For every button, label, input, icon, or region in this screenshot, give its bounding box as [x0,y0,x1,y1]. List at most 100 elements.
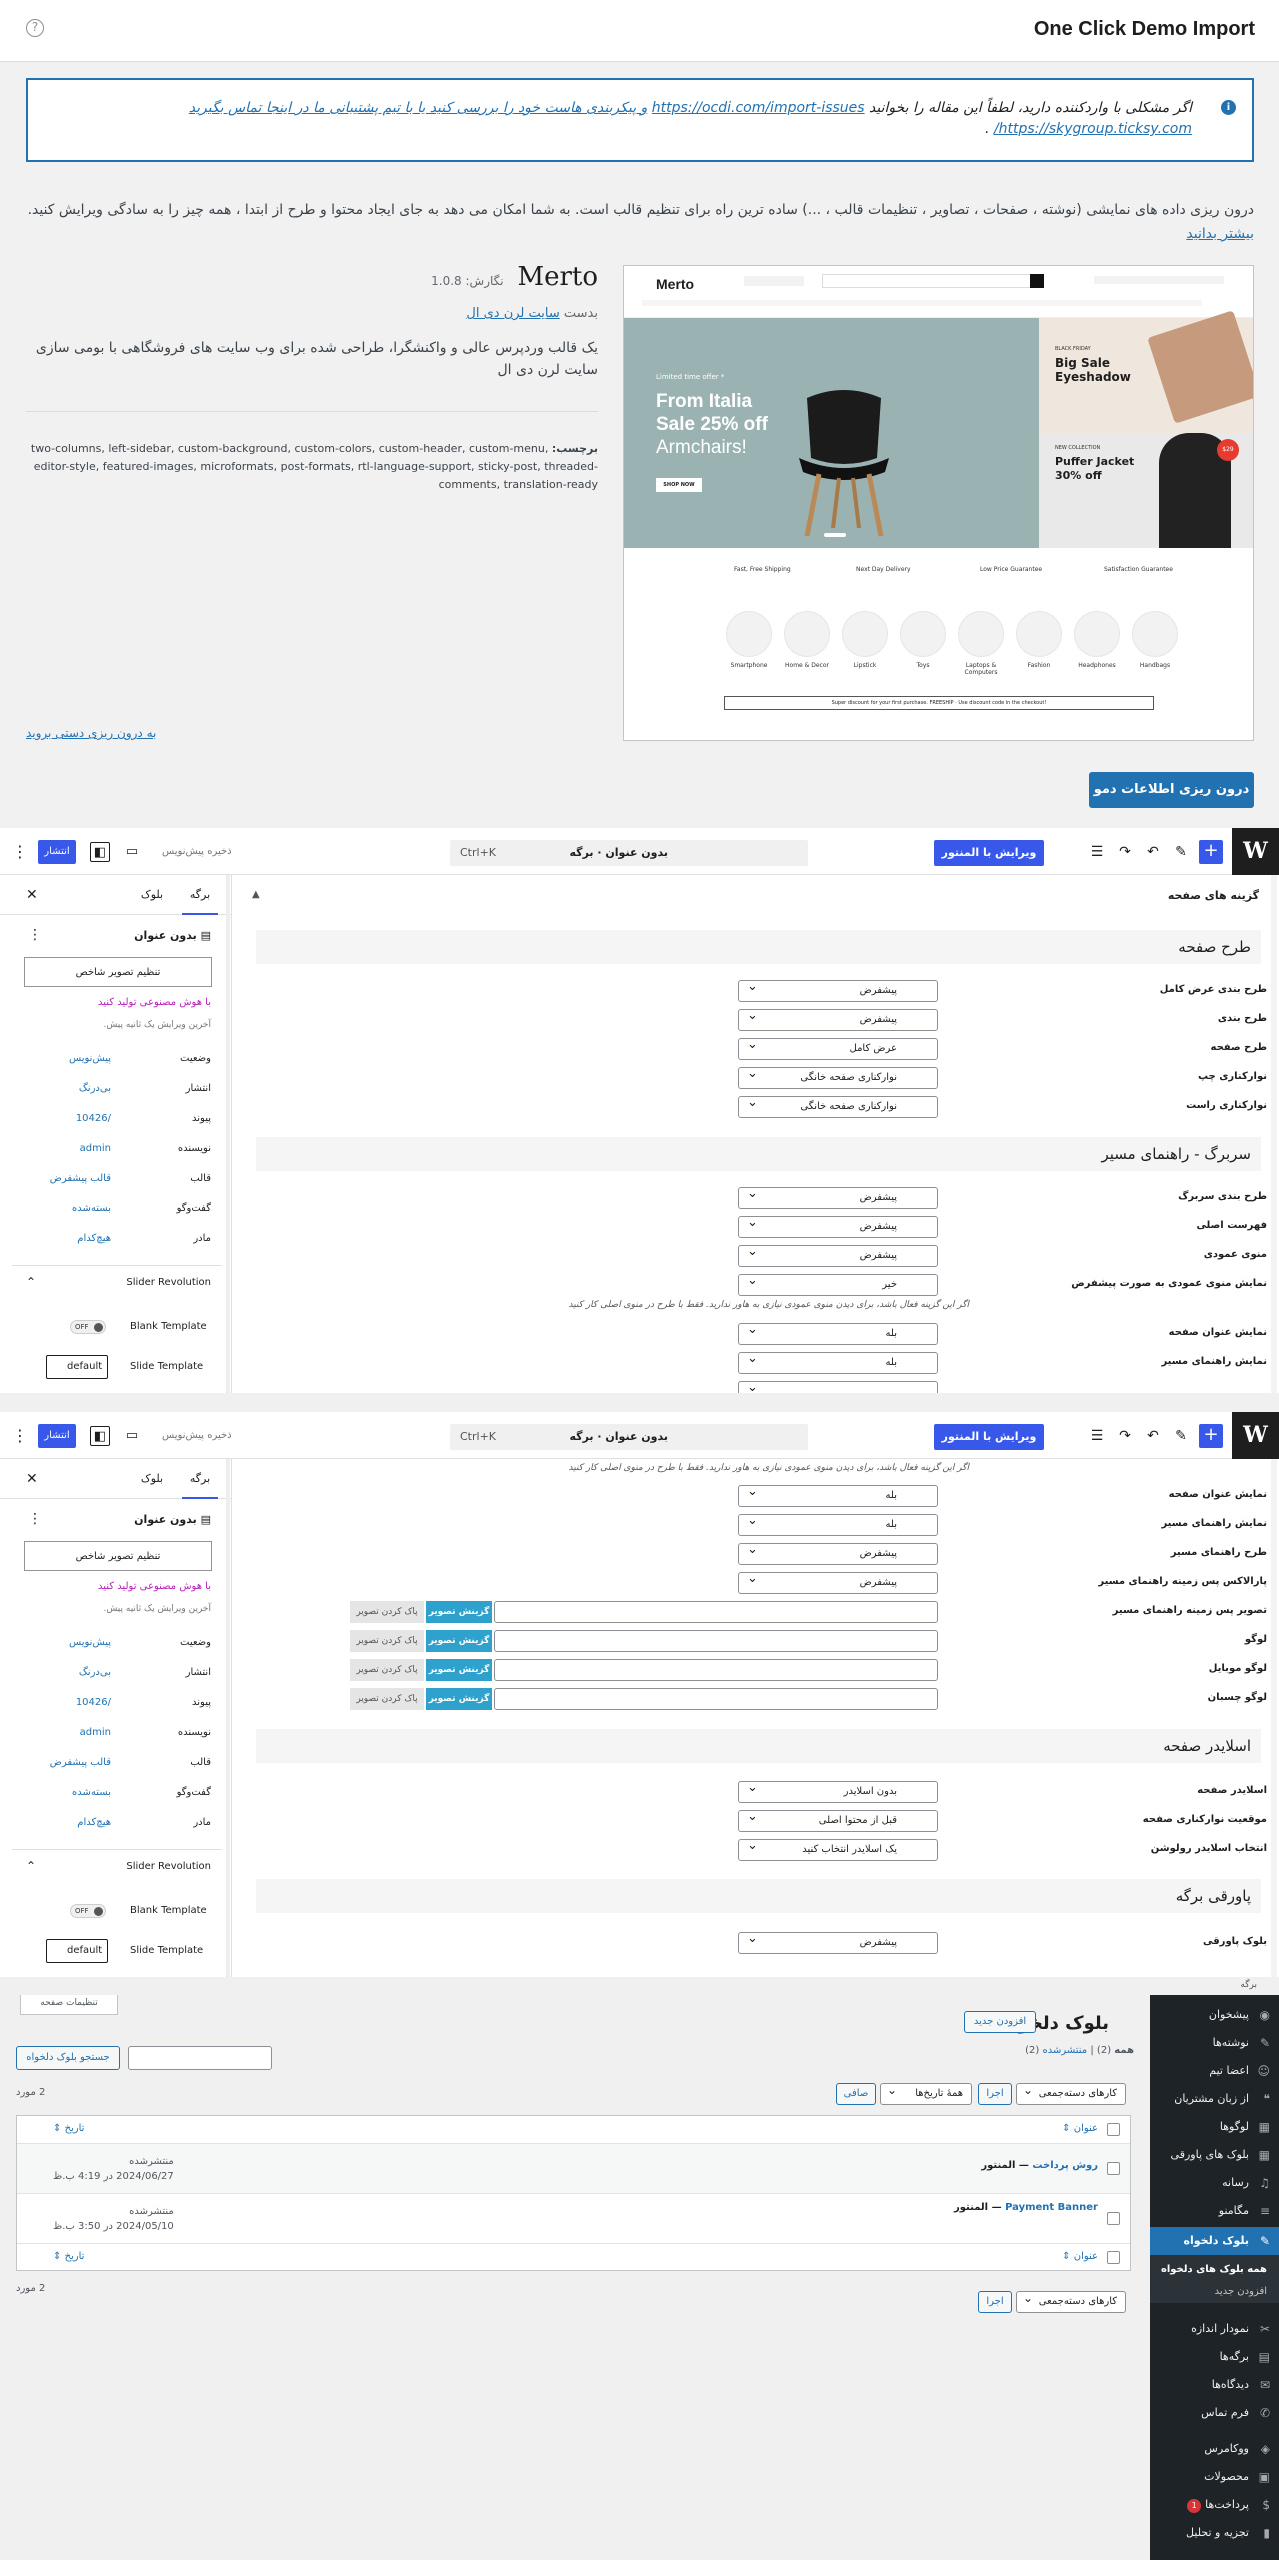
pick-image-button[interactable]: گزینش تصویر [426,1630,492,1652]
select-all-checkbox[interactable] [1107,2251,1120,2264]
layout-select[interactable]: پیشفرض [738,1006,938,1031]
submenu-add-new[interactable]: افزودن جدید [1150,2281,1279,2303]
link-row[interactable]: پیوند/10426 [75,1697,211,1708]
breadcrumb-parallax-select[interactable]: پیشفرض [738,1569,938,1594]
menu-size-chart[interactable]: ✂ نمودار اندازه [1150,2315,1279,2343]
image-url-input[interactable] [494,1659,938,1681]
slider-revolution-title[interactable]: Slider Revolution [126,1277,211,1288]
submenu-all-blocks[interactable]: همه بلوک های دلخواه [1150,2255,1279,2281]
menu-posts[interactable]: ✎ نوشته‌ها [1150,2029,1279,2057]
clear-image-button[interactable]: پاک کردن تصویر [350,1630,424,1652]
add-new-button[interactable]: افزودن جدید [964,2011,1036,2033]
blank-template-toggle[interactable]: OFF [70,1320,106,1334]
publish-button[interactable]: انتشار [38,840,76,864]
show-title-select[interactable]: بله [738,1320,938,1345]
desktop-view-icon[interactable]: ▭ [125,844,139,859]
row-title[interactable]: Payment Banner — المنتور [954,2202,1098,2213]
breadcrumb-layout-select[interactable]: پیشفرض [738,1540,938,1565]
discussion-row[interactable]: گفت‌وگو بسته‌شده [72,1203,211,1214]
menu-payments[interactable]: $ پرداخت‌ها1 [1150,2491,1279,2519]
add-block-button[interactable]: + [1199,840,1223,864]
ai-generate-link[interactable]: با هوش مصنوعی تولید کنید [97,997,211,1008]
menu-pages[interactable]: ▤ برگه‌ها [1150,2343,1279,2371]
more-options-icon[interactable]: ⋮ [28,1511,42,1527]
row-title[interactable]: روش پرداخت — المنتور [981,2160,1098,2171]
filter-published[interactable]: منتشرشده [1042,2045,1088,2056]
show-title-select[interactable]: بله [738,1482,938,1507]
featured-image-button[interactable]: تنظیم تصویر شاخص [24,957,212,987]
filter-button[interactable]: صافی [836,2083,876,2105]
status-row[interactable]: وضعیت پیش‌نویس [68,1053,211,1064]
row-checkbox[interactable] [1107,2162,1120,2175]
author-link[interactable]: سایت لرن دی ال [466,306,560,321]
more-options-icon[interactable]: ⋮ [12,842,28,861]
settings-panel-icon[interactable]: ◧ [90,1426,110,1446]
vertical-menu-default-select[interactable]: خیر [738,1271,938,1296]
import-issues-link[interactable]: https://ocdi.com/import-issues [651,100,865,116]
settings-panel-icon[interactable]: ◧ [90,842,110,862]
image-url-input[interactable] [494,1688,938,1710]
publish-button[interactable]: انتشار [38,1424,76,1448]
image-url-input[interactable] [494,1630,938,1652]
featured-image-button[interactable]: تنظیم تصویر شاخص [24,1541,212,1571]
save-draft-button[interactable]: ذخیره پیش‌نویس [162,1430,232,1441]
sidebar-scrollbar[interactable] [226,875,230,1393]
close-icon[interactable]: ✕ [26,1471,38,1487]
author-row[interactable]: نویسنده admin [79,1727,211,1738]
template-row[interactable]: قالب قالب پیشفرض [49,1173,211,1184]
redo-icon[interactable]: ↷ [1119,1428,1131,1444]
ticksy-link[interactable]: https://skygroup.ticksy.com/ [993,121,1192,137]
revolution-slider-select[interactable]: یک اسلایدر انتخاب کنید [738,1836,938,1861]
more-options-icon[interactable]: ⋮ [12,1426,28,1445]
full-width-select[interactable]: پیشفرض [738,977,938,1002]
document-overview-icon[interactable]: ☰ [1090,1428,1104,1444]
menu-footer-blocks[interactable]: ▦ بلوک های پاورقی [1150,2141,1279,2169]
right-sidebar-select[interactable]: نوارکناری صفحه خانگی [738,1093,938,1118]
menu-megamenu[interactable]: ≡ مگامنو [1150,2197,1279,2225]
edit-with-elementor-button[interactable]: ویرایش با المنتور [934,1424,1044,1450]
chevron-up-icon[interactable]: ▲ [252,889,260,900]
tab-block[interactable]: بلوک [140,1472,164,1485]
link-row[interactable]: پیوند/10426 [75,1113,211,1124]
chevron-up-icon[interactable]: ⌃ [26,1859,37,1873]
tab-block[interactable]: بلوک [140,888,164,901]
menu-products[interactable]: ▣ محصولات [1150,2463,1279,2491]
pick-image-button[interactable]: گزینش تصویر [426,1601,492,1623]
filter-all[interactable]: همه [1114,2045,1134,2056]
menu-testimonials[interactable]: ❝ از زبان مشتریان [1150,2085,1279,2113]
pen-icon[interactable]: ✎ [1175,844,1187,860]
vertical-menu-select[interactable]: پیشفرض [738,1242,938,1267]
slider-position-select[interactable]: قبل از محتوا اصلی [738,1807,938,1832]
menu-media[interactable]: ♫ رسانه [1150,2169,1279,2197]
block-breadcrumb[interactable]: برگه [1240,1980,1257,1990]
command-palette[interactable]: بدون عنوان · برگه Ctrl+K [450,840,808,866]
search-input[interactable] [128,2046,272,2070]
page-slider-select[interactable]: بدون اسلایدر [738,1778,938,1803]
slide-template-select[interactable]: default [46,1939,108,1963]
undo-icon[interactable]: ↶ [1147,844,1159,860]
row-checkbox[interactable] [1107,2212,1120,2225]
menu-dashboard[interactable]: ◉ پیشخوان [1150,2001,1279,2029]
support-contact-link[interactable]: و پیکربندی هاست خود را بررسی کنید یا با … [188,100,648,116]
menu-logos[interactable]: ▦ لوگوها [1150,2113,1279,2141]
date-filter-select[interactable]: همهٔ تاریخ‌ها [880,2080,972,2105]
menu-reusable-blocks[interactable]: ✎ بلوک دلخواه [1150,2227,1279,2255]
footer-block-select[interactable]: پیشفرض [738,1929,938,1954]
sidebar-scrollbar[interactable] [226,1459,230,1977]
page-layout-select[interactable]: عرض کامل [738,1035,938,1060]
clear-image-button[interactable]: پاک کردن تصویر [350,1659,424,1681]
image-url-input[interactable] [494,1601,938,1623]
show-breadcrumb-select[interactable]: بله [738,1511,938,1536]
question-circle-icon[interactable]: ? [26,19,44,37]
search-button[interactable]: جستجو بلوک دلخواه [16,2046,120,2070]
clear-image-button[interactable]: پاک کردن تصویر [350,1601,424,1623]
pen-icon[interactable]: ✎ [1175,1428,1187,1444]
parent-row[interactable]: مادر هیچ‌کدام [77,1233,211,1244]
slide-template-select[interactable]: default [46,1355,108,1379]
col-title[interactable]: عنوان ⇕ [1062,2123,1098,2134]
status-row[interactable]: وضعیت پیش‌نویس [68,1637,211,1648]
manual-import-link[interactable]: به درون ریزی دستی بروید [26,726,157,740]
pick-image-button[interactable]: گزینش تصویر [426,1688,492,1710]
select-all-checkbox[interactable] [1107,2123,1120,2136]
template-row[interactable]: قالب قالب پیشفرض [49,1757,211,1768]
